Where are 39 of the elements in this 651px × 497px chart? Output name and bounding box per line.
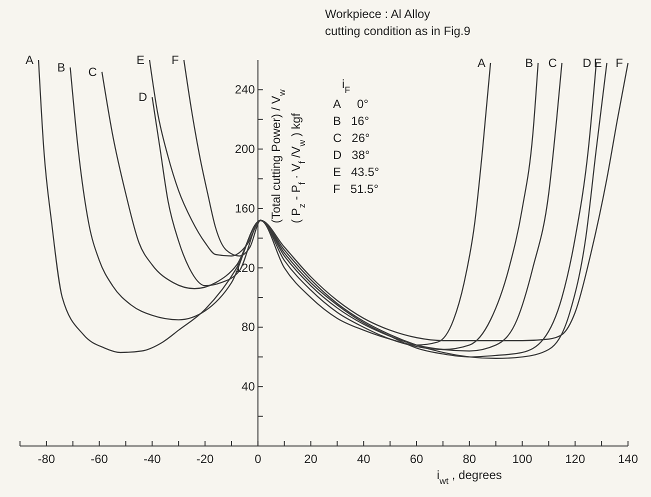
series-label: A (478, 56, 486, 70)
text: B (57, 60, 66, 74)
x-axis-title: i$_{wt}$, degrees (436, 468, 502, 486)
y-tick-label: 200 (234, 142, 256, 156)
text: E (136, 53, 145, 67)
text: cutting condition as in Fig.9 (325, 24, 471, 38)
x-tick-label: 60 (410, 452, 424, 466)
annotation: D 38° (333, 148, 370, 162)
text: A (25, 53, 34, 67)
series-label: D (582, 56, 592, 70)
series-label: E (594, 56, 602, 70)
y-tick-label: 80 (242, 320, 256, 334)
x-tick-label: 140 (618, 452, 638, 466)
x-tick-label: -80 (38, 452, 56, 466)
series-label: C (548, 56, 558, 70)
x-tick-label: -40 (144, 452, 162, 466)
legend-title: i$_{F}$ (342, 77, 351, 95)
text: C (88, 64, 97, 79)
x-tick-label: 0 (254, 452, 262, 466)
x-tick-label: 100 (512, 452, 533, 466)
y-tick-label: 240 (234, 82, 256, 97)
x-tick-label: 20 (304, 452, 318, 466)
y-tick-label: 40 (242, 380, 256, 394)
x-tick-label: 120 (565, 452, 586, 466)
annotation: F 51.5° (333, 182, 379, 196)
x-tick-label: -60 (90, 452, 108, 466)
text: Workpiece : Al Alloy (325, 7, 430, 21)
annotation: B 16° (333, 114, 370, 128)
y-tick-label: 160 (234, 201, 256, 216)
annotation: E 43.5° (333, 165, 380, 179)
text: D (138, 90, 148, 104)
annotation: C 26° (333, 131, 370, 145)
series-label: B (525, 56, 534, 70)
series-label: F (616, 56, 623, 70)
text: F (172, 53, 179, 67)
x-tick-label: 80 (462, 452, 476, 466)
annotation: A 0° (333, 97, 369, 111)
x-tick-label: -20 (196, 452, 214, 466)
x-tick-label: 40 (356, 452, 371, 466)
